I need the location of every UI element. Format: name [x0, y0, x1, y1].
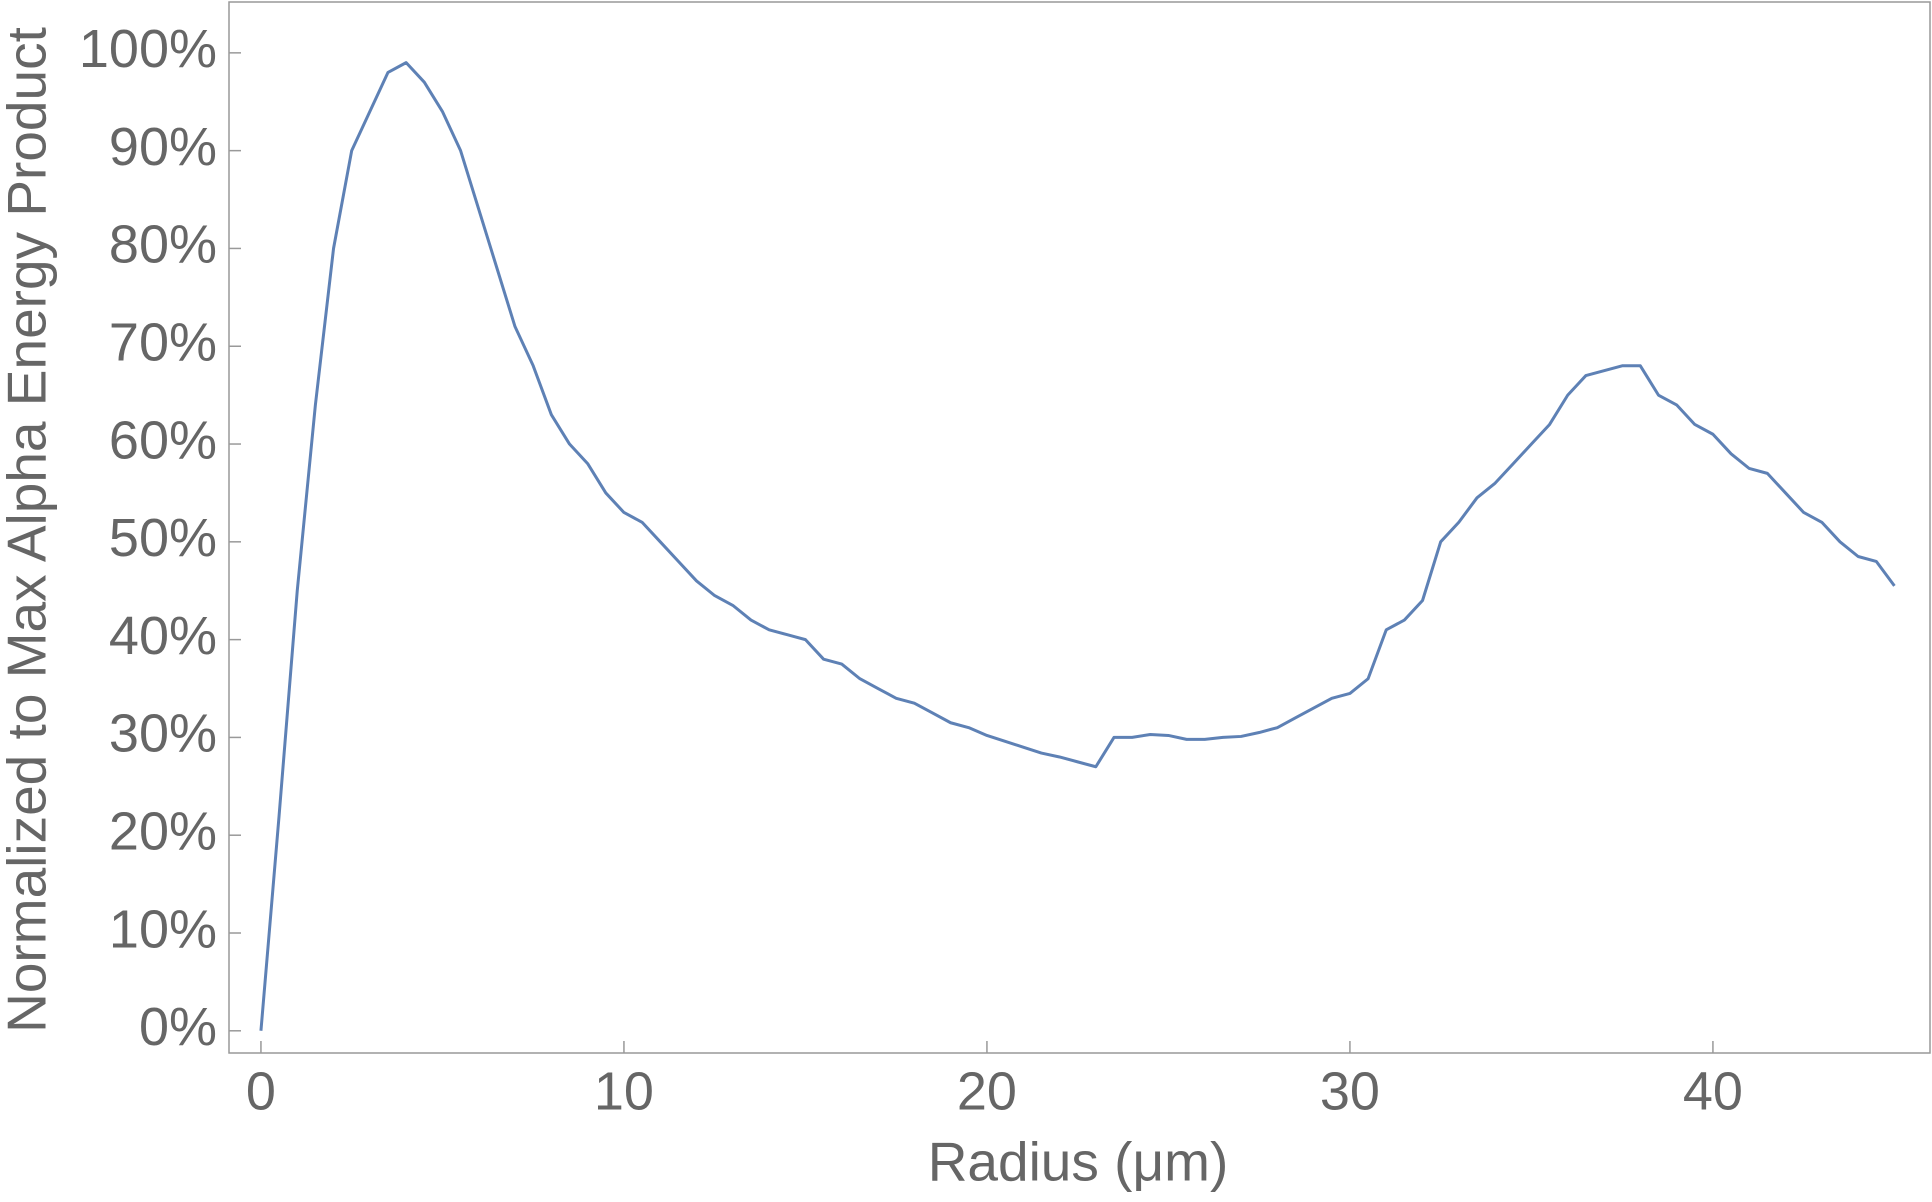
- x-tick-label: 20: [957, 1061, 1017, 1121]
- y-tick-label: 90%: [109, 117, 217, 177]
- y-tick-label: 0%: [139, 997, 217, 1057]
- y-tick-label: 70%: [109, 313, 217, 373]
- y-tick-label: 80%: [109, 215, 217, 275]
- y-tick-label: 60%: [109, 410, 217, 470]
- y-tick-label: 20%: [109, 801, 217, 861]
- x-tick-label: 30: [1320, 1061, 1380, 1121]
- data-line: [259, 61, 1896, 1031]
- x-tick-label: 40: [1683, 1061, 1743, 1121]
- x-tick-label: 0: [246, 1061, 276, 1121]
- y-tick-label: 30%: [109, 704, 217, 764]
- y-tick-label: 10%: [109, 899, 217, 959]
- x-tick-label: 10: [594, 1061, 654, 1121]
- x-axis-label: Radius (μm): [928, 1131, 1229, 1193]
- y-tick-label: 50%: [109, 508, 217, 568]
- y-axis-label: Normalized to Max Alpha Energy Product: [0, 27, 58, 1033]
- plot-frame: [228, 1, 1931, 1054]
- y-tick-label: 100%: [79, 19, 217, 79]
- y-tick-label: 40%: [109, 606, 217, 666]
